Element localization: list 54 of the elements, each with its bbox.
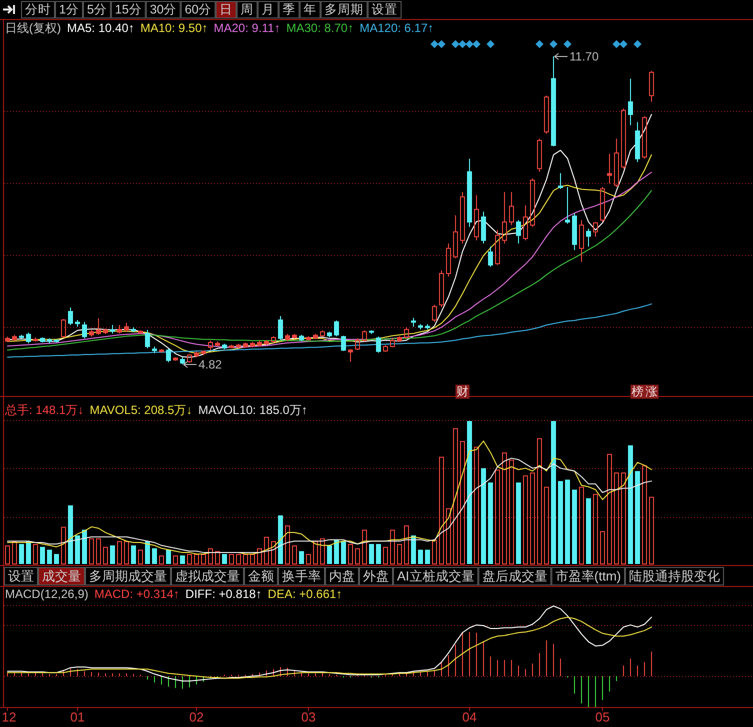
- category-label: 周: [240, 2, 254, 16]
- category-label: 设置: [372, 2, 398, 16]
- tab: AI立桩成交量: [393, 567, 478, 586]
- tab: 换手率: [278, 567, 325, 586]
- category-label: 多周期成交量: [89, 568, 167, 584]
- category-label: 换手率: [282, 568, 321, 584]
- category-label: 分时: [25, 2, 51, 16]
- category-label: 金额: [248, 568, 274, 584]
- tab: 陆股通持股变化: [625, 567, 724, 586]
- category-label: 成交量: [42, 568, 81, 584]
- category-label: 60分: [184, 2, 212, 16]
- tab: 金额: [244, 567, 278, 586]
- category-label: 设置: [8, 568, 34, 584]
- category-label: 多周期: [324, 2, 364, 16]
- tab: 虚拟成交量: [171, 567, 244, 586]
- category-label: 月: [262, 2, 275, 16]
- note: 11.70: [570, 50, 599, 64]
- category-label: 市盈率(ttm): [555, 568, 622, 584]
- tab: 市盈率(ttm): [551, 567, 626, 586]
- note: 4.82: [198, 358, 222, 372]
- tab: 成交量: [38, 567, 85, 586]
- tab: 1分: [55, 1, 83, 18]
- tab: 30分: [146, 1, 181, 18]
- tab: 15分: [110, 1, 146, 18]
- tab: 多周期成交量: [85, 567, 171, 586]
- tab: 设置: [4, 567, 38, 586]
- tab: 外盘: [359, 567, 393, 586]
- tab: 周: [236, 1, 258, 18]
- tab: 年: [300, 1, 321, 18]
- category-label: 1分: [59, 2, 79, 16]
- category-label: 日: [220, 2, 233, 16]
- category-label: 5分: [86, 2, 107, 16]
- tab: 5分: [82, 1, 111, 18]
- category-label: 虚拟成交量: [175, 568, 240, 584]
- tab: 日: [216, 1, 237, 18]
- category-label: AI立桩成交量: [397, 568, 474, 584]
- title: 日线(复权): [5, 21, 61, 35]
- tab: 内盘: [325, 567, 359, 586]
- tab: 多周期: [320, 1, 368, 18]
- tab: 盘后成交量: [478, 567, 552, 586]
- category-label: 陆股通持股变化: [629, 568, 720, 584]
- tab: 分时: [21, 1, 55, 18]
- tab: 季: [278, 1, 300, 18]
- tab: 60分: [180, 1, 216, 18]
- category-label: 30分: [150, 2, 177, 16]
- tab: 设置: [368, 1, 402, 18]
- category-label: 15分: [114, 2, 142, 16]
- tab: 月: [258, 1, 279, 18]
- category-label: 盘后成交量: [482, 568, 548, 584]
- title: MACD(12,26,9): [5, 587, 88, 601]
- category-label: 年: [304, 2, 317, 16]
- category-label: 外盘: [363, 568, 389, 584]
- category-label: 季: [282, 2, 296, 16]
- category-label: 内盘: [329, 568, 355, 584]
